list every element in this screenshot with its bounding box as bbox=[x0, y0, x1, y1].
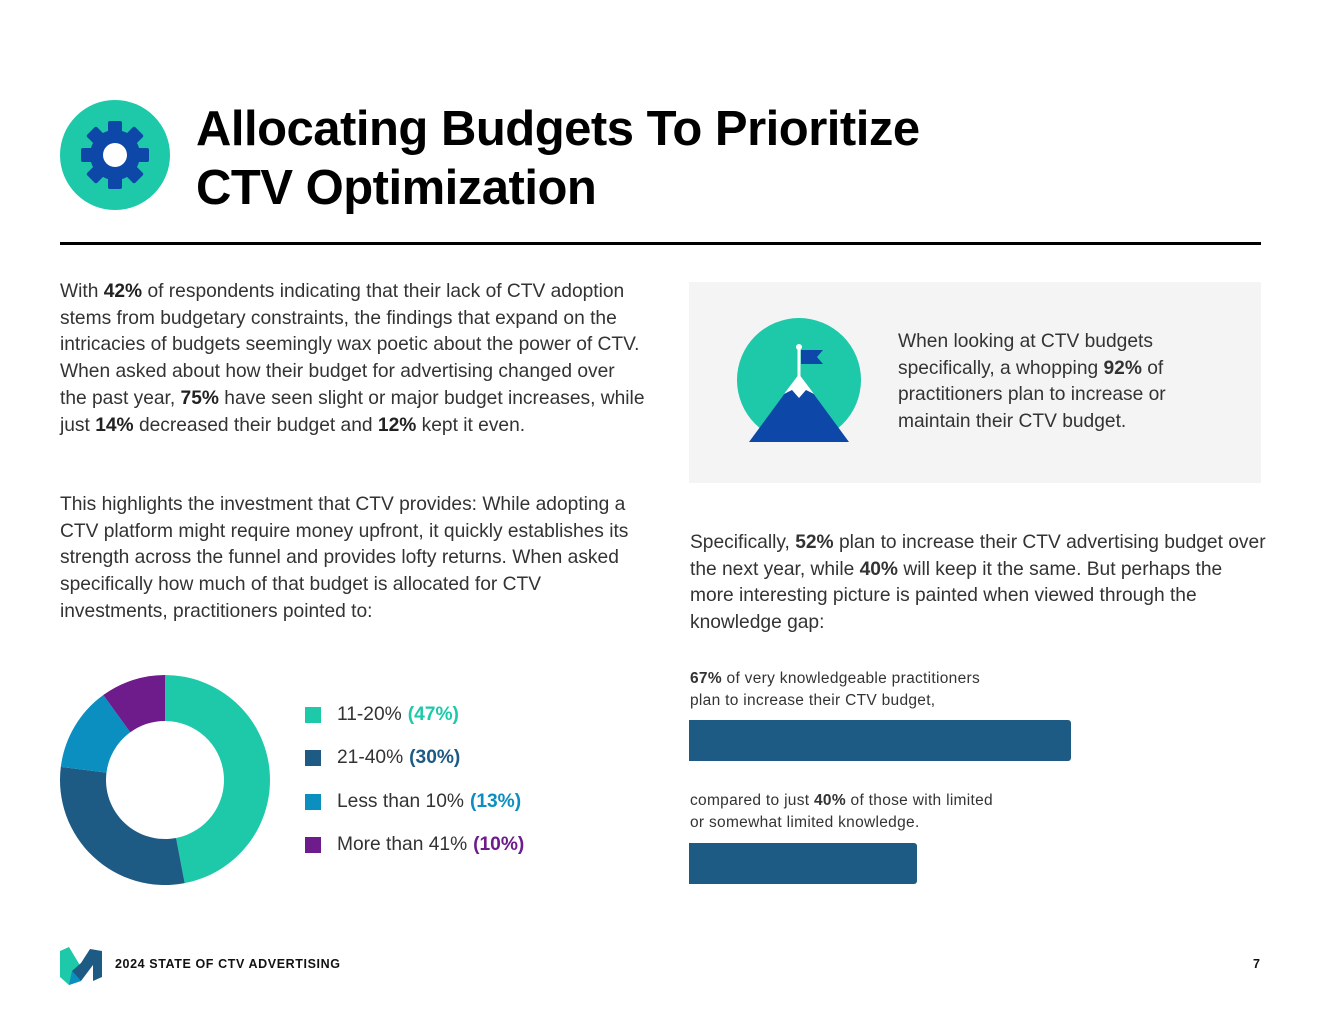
para1-text-1: With bbox=[60, 281, 104, 302]
legend-label: Less than 10% bbox=[337, 790, 464, 812]
intro-paragraph: With 42% of respondents indicating that … bbox=[60, 279, 645, 439]
title-line-2: CTV Optimization bbox=[196, 161, 597, 215]
callout-text: When looking at CTV budgets specifically… bbox=[898, 329, 1228, 436]
callout-text-2: of practitioners plan to increase or mai… bbox=[898, 357, 1166, 433]
gear-icon bbox=[60, 100, 170, 210]
bar1-label-line1: of very knowledgeable practitioners bbox=[721, 670, 981, 687]
legend-item: 21-40% (30%) bbox=[305, 744, 524, 772]
legend-value: (47%) bbox=[407, 704, 459, 725]
para1-stat-42: 42% bbox=[103, 281, 143, 302]
donut-slice-2 bbox=[60, 766, 185, 885]
knowledgeable-bar bbox=[689, 720, 1071, 761]
para3-stat-40: 40% bbox=[859, 558, 898, 580]
para1-stat-14: 14% bbox=[95, 414, 134, 436]
donut-slice-4 bbox=[103, 675, 165, 733]
legend-item: Less than 10% (13%) bbox=[305, 788, 524, 816]
para1-stat-75: 75% bbox=[180, 387, 219, 409]
bar1-value: 67% bbox=[690, 670, 722, 687]
bar2-value: 40% bbox=[814, 792, 846, 809]
legend-value: (30%) bbox=[409, 747, 461, 769]
para1-text-4: decreased their budget and bbox=[133, 414, 378, 436]
bar2-label: compared to just 40% of those with limit… bbox=[690, 790, 1090, 833]
bar2-label-post: of those with limited bbox=[845, 792, 993, 809]
para1-text-5: kept it even. bbox=[416, 414, 526, 436]
callout-box: When looking at CTV budgets specifically… bbox=[689, 282, 1261, 483]
legend-label: 11-20% bbox=[337, 704, 402, 725]
legend-value: (13%) bbox=[469, 790, 522, 812]
para3-text-2: plan to increase their CTV advertising b… bbox=[690, 532, 1266, 580]
legend-label: More than 41% bbox=[337, 834, 468, 856]
m-logo-icon bbox=[60, 947, 102, 985]
legend-swatch bbox=[305, 750, 321, 767]
bar1-label-line2: plan to increase their CTV budget, bbox=[690, 691, 936, 709]
title-divider bbox=[60, 242, 1261, 245]
investment-paragraph: This highlights the investment that CTV … bbox=[60, 494, 629, 622]
para1-text-2: of respondents indicating that their lac… bbox=[60, 281, 640, 409]
para3-stat-52: 52% bbox=[795, 532, 834, 553]
budget-donut-chart bbox=[60, 675, 271, 885]
mountain-flag-icon bbox=[737, 318, 861, 442]
legend-label: 21-40% bbox=[337, 747, 404, 769]
legend-swatch bbox=[305, 707, 321, 723]
knowledge-gap-paragraph: Specifically, 52% plan to increase their… bbox=[690, 530, 1270, 637]
bar2-label-line2: or somewhat limited knowledge. bbox=[690, 813, 920, 831]
bar2-label-pre: compared to just bbox=[690, 792, 814, 809]
legend-item: More than 41% (10%) bbox=[305, 831, 524, 859]
legend-value: (10%) bbox=[473, 834, 525, 856]
para3-text-3: will keep it the same. But perhaps the m… bbox=[690, 558, 1223, 634]
limited-knowledge-bar bbox=[689, 843, 917, 884]
callout-stat-92: 92% bbox=[1103, 357, 1142, 379]
legend-item: 11-20% (47%) bbox=[305, 701, 524, 729]
para1-text-3: have seen slight or major budget increas… bbox=[60, 387, 645, 436]
callout-text-1: When looking at CTV budgets specifically… bbox=[898, 331, 1153, 379]
donut-slice-3 bbox=[60, 695, 131, 773]
donut-slice-1 bbox=[165, 675, 271, 884]
para3-text-1: Specifically, bbox=[690, 532, 796, 553]
para1-stat-12: 12% bbox=[377, 414, 417, 436]
page-title: Allocating Budgets To Prioritize CTV Opt… bbox=[196, 100, 1096, 218]
donut-legend: 11-20% (47%) 21-40% (30%) Less than 10% … bbox=[305, 701, 524, 875]
legend-swatch bbox=[305, 793, 321, 810]
bar1-label: 67% of very knowledgeable practitioners … bbox=[690, 668, 1090, 711]
page-number: 7 bbox=[1253, 957, 1260, 971]
legend-swatch bbox=[305, 837, 321, 854]
footer-publication-title: 2024 STATE OF CTV ADVERTISING bbox=[115, 957, 341, 971]
title-line-1: Allocating Budgets To Prioritize bbox=[196, 102, 920, 156]
